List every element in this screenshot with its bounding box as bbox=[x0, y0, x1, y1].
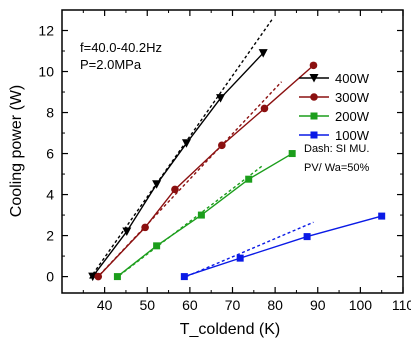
point-300W-0 bbox=[94, 272, 103, 281]
legend-item-100W: 100W bbox=[299, 128, 370, 143]
x-tick-label-110: 110 bbox=[392, 297, 411, 313]
y-tick-label-4: 4 bbox=[46, 187, 54, 203]
point-400W-3 bbox=[181, 139, 191, 148]
series-400W bbox=[88, 17, 274, 282]
x-axis-ticks: 40 50 60 70 80 90 100 110 bbox=[82, 10, 411, 313]
annotation-frequency: f=40.0-40.2Hz bbox=[80, 40, 162, 55]
y-axis-title: Cooling power (W) bbox=[8, 85, 25, 217]
point-200W-2 bbox=[197, 211, 205, 219]
legend-item-400W: 400W bbox=[299, 71, 370, 86]
series-100W bbox=[180, 212, 386, 281]
point-100W-1 bbox=[236, 254, 244, 262]
sim-line-100W bbox=[181, 221, 314, 280]
y-tick-label-10: 10 bbox=[38, 64, 54, 80]
series-layer bbox=[88, 17, 386, 282]
point-300W-4 bbox=[260, 104, 269, 113]
legend-marker-100W bbox=[310, 131, 318, 139]
legend-note-dash: Dash: SI MU. bbox=[304, 143, 369, 155]
legend-marker-300W bbox=[310, 93, 318, 101]
legend-label-400W: 400W bbox=[335, 71, 370, 86]
x-tick-label-40: 40 bbox=[97, 297, 113, 313]
point-300W-3 bbox=[218, 141, 226, 150]
legend-label-200W: 200W bbox=[335, 109, 370, 124]
point-200W-4 bbox=[288, 150, 296, 158]
point-400W-5 bbox=[258, 49, 268, 58]
point-300W-2 bbox=[171, 185, 179, 194]
legend-label-100W: 100W bbox=[335, 128, 370, 143]
x-tick-label-100: 100 bbox=[349, 297, 373, 313]
series-line-400W bbox=[92, 52, 264, 278]
sim-line-200W bbox=[114, 165, 263, 280]
x-tick-label-70: 70 bbox=[225, 297, 241, 313]
x-tick-label-50: 50 bbox=[139, 297, 155, 313]
point-300W-1 bbox=[141, 223, 149, 232]
legend: 400W 300W 200W 100W bbox=[299, 71, 370, 143]
x-tick-label-60: 60 bbox=[182, 297, 198, 313]
point-100W-3 bbox=[378, 212, 386, 220]
point-400W-4 bbox=[216, 94, 226, 103]
y-axis-ticks: 0 2 4 6 8 10 12 bbox=[38, 23, 403, 285]
x-tick-label-80: 80 bbox=[267, 297, 283, 313]
y-tick-label-6: 6 bbox=[46, 146, 54, 162]
legend-marker-400W bbox=[309, 74, 319, 83]
series-line-300W bbox=[97, 64, 314, 278]
point-200W-0 bbox=[113, 273, 121, 281]
legend-item-300W: 300W bbox=[299, 90, 370, 105]
y-tick-label-12: 12 bbox=[38, 23, 54, 39]
legend-label-300W: 300W bbox=[335, 90, 370, 105]
point-400W-1 bbox=[122, 227, 132, 236]
legend-item-200W: 200W bbox=[299, 109, 370, 124]
series-line-100W bbox=[184, 215, 382, 278]
series-300W bbox=[94, 61, 318, 281]
legend-note-pv: PV/ Wa=50% bbox=[304, 162, 370, 174]
y-tick-label-0: 0 bbox=[46, 269, 54, 285]
point-400W-2 bbox=[152, 180, 162, 189]
point-100W-2 bbox=[303, 233, 311, 241]
y-tick-label-8: 8 bbox=[46, 105, 54, 121]
x-tick-label-90: 90 bbox=[310, 297, 326, 313]
point-200W-1 bbox=[153, 242, 161, 250]
series-200W bbox=[113, 150, 296, 281]
point-100W-0 bbox=[180, 273, 188, 281]
y-tick-label-2: 2 bbox=[46, 228, 54, 244]
legend-marker-200W bbox=[310, 112, 318, 120]
sim-line-400W bbox=[89, 17, 274, 280]
x-axis-title: T_coldend (K) bbox=[180, 321, 281, 338]
point-300W-5 bbox=[309, 61, 318, 70]
point-200W-3 bbox=[245, 175, 253, 183]
annotation-pressure: P=2.0MPa bbox=[80, 57, 142, 72]
